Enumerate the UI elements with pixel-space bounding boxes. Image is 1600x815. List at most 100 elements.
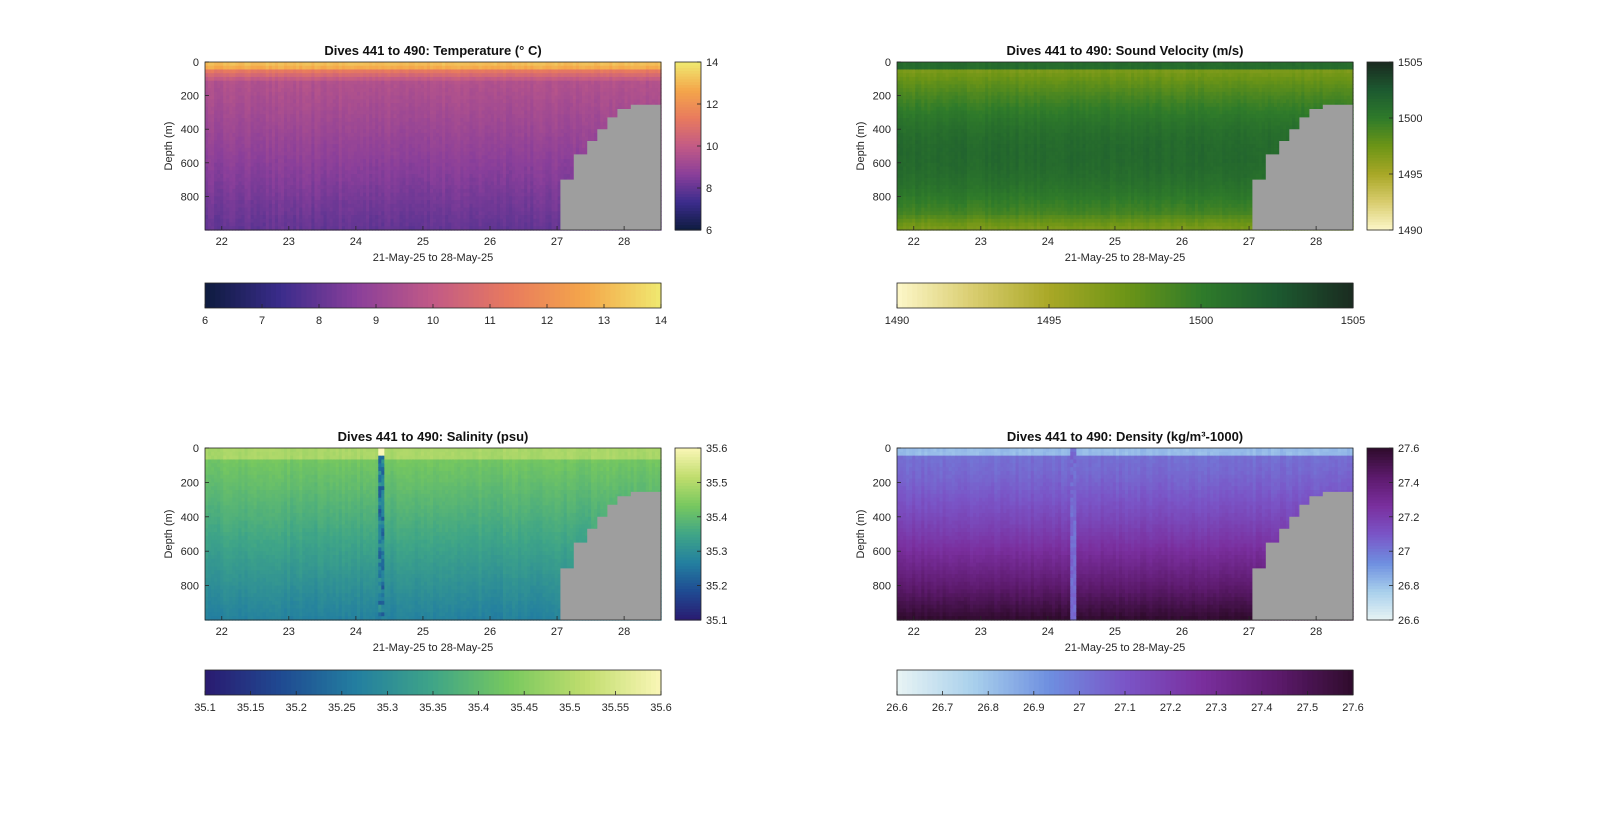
- heatmap-cell: [265, 218, 270, 224]
- heatmap-cell: [314, 69, 319, 74]
- heatmap-cell: [323, 170, 328, 175]
- heatmap-cell: [214, 106, 218, 112]
- heatmap-cell: [381, 114, 385, 119]
- heatmap-cell: [256, 106, 261, 112]
- heatmap-cell: [217, 155, 221, 160]
- heatmap-cell: [262, 114, 267, 119]
- heatmap-cell: [350, 136, 355, 141]
- heatmap-cell: [296, 192, 300, 197]
- heatmap-cell: [287, 140, 291, 145]
- heatmap-cell: [253, 151, 258, 156]
- heatmap-cell: [235, 218, 240, 224]
- heatmap-cell: [332, 218, 337, 224]
- heatmap-cell: [323, 200, 328, 205]
- heatmap-cell: [344, 129, 349, 134]
- heatmap-cell: [314, 218, 319, 224]
- heatmap-cell: [363, 103, 367, 108]
- heatmap-cell: [305, 162, 309, 168]
- heatmap-cell: [226, 207, 230, 212]
- heatmap-cell: [223, 140, 227, 145]
- heatmap-cell: [299, 118, 303, 123]
- heatmap-cell: [232, 218, 236, 224]
- heatmap-cell: [265, 174, 270, 179]
- heatmap-cell: [214, 155, 218, 160]
- heatmap-cell: [369, 203, 373, 209]
- heatmap-cell: [323, 151, 328, 156]
- heatmap-cell: [244, 188, 249, 194]
- heatmap-cell: [256, 147, 261, 153]
- heatmap-cell: [226, 73, 230, 78]
- heatmap-cell: [259, 95, 264, 100]
- heatmap-cell: [256, 226, 261, 231]
- heatmap-cell: [229, 218, 233, 224]
- heatmap-cell: [302, 200, 306, 205]
- heatmap-cell: [241, 103, 246, 108]
- heatmap-cell: [284, 125, 288, 130]
- heatmap-cell: [329, 110, 334, 115]
- heatmap-cell: [308, 166, 312, 171]
- heatmap-cell: [214, 114, 218, 119]
- heatmap-cell: [335, 174, 340, 179]
- heatmap-cell: [220, 136, 224, 141]
- heatmap-cell: [366, 95, 370, 100]
- heatmap-cell: [205, 62, 209, 67]
- heatmap-cell: [277, 106, 282, 112]
- heatmap-cell: [326, 159, 331, 164]
- heatmap-cell: [229, 99, 233, 104]
- heatmap-cell: [290, 129, 294, 134]
- heatmap-cell: [226, 226, 230, 231]
- heatmap-cell: [350, 226, 355, 231]
- heatmap-cell: [281, 76, 285, 82]
- heatmap-cell: [217, 147, 221, 153]
- heatmap-cell: [281, 129, 285, 134]
- heatmap-cell: [287, 95, 291, 100]
- heatmap-cell: [211, 106, 215, 112]
- heatmap-cell: [274, 151, 279, 156]
- heatmap-cell: [360, 103, 364, 108]
- heatmap-cell: [226, 211, 230, 216]
- heatmap-cell: [360, 166, 364, 171]
- heatmap-cell: [211, 185, 215, 190]
- heatmap-cell: [259, 110, 264, 115]
- heatmap-cell: [262, 151, 267, 156]
- heatmap-cell: [217, 136, 221, 141]
- heatmap-cell: [308, 73, 312, 78]
- heatmap-cell: [265, 162, 270, 168]
- heatmap-cell: [281, 136, 285, 141]
- heatmap-cell: [317, 147, 322, 153]
- heatmap-cell: [284, 106, 288, 112]
- heatmap-cell: [302, 88, 306, 93]
- heatmap-cell: [299, 222, 303, 227]
- heatmap-cell: [281, 162, 285, 168]
- heatmap-cell: [284, 62, 288, 67]
- heatmap-cell: [296, 177, 300, 183]
- heatmap-cell: [326, 144, 331, 149]
- heatmap-cell: [381, 95, 385, 100]
- heatmap-cell: [259, 84, 264, 89]
- heatmap-cell: [350, 76, 355, 82]
- heatmap-cell: [299, 91, 303, 97]
- heatmap-cell: [369, 215, 373, 220]
- heatmap-cell: [293, 144, 297, 149]
- heatmap-cell: [293, 166, 297, 171]
- heatmap-cell: [366, 121, 370, 127]
- heatmap-cell: [277, 226, 282, 231]
- heatmap-cell: [214, 110, 218, 115]
- heatmap-cell: [277, 121, 282, 127]
- heatmap-cell: [274, 106, 279, 112]
- heatmap-cell: [241, 222, 246, 227]
- heatmap-cell: [308, 155, 312, 160]
- heatmap-cell: [344, 159, 349, 164]
- heatmap-cell: [369, 140, 373, 145]
- heatmap-cell: [344, 76, 349, 82]
- heatmap-cell: [250, 91, 255, 97]
- heatmap-cell: [335, 80, 340, 85]
- heatmap-cell: [253, 84, 258, 89]
- heatmap-cell: [335, 99, 340, 104]
- heatmap-cell: [208, 99, 212, 104]
- heatmap-cell: [250, 200, 255, 205]
- heatmap-cell: [357, 215, 361, 220]
- heatmap-cell: [296, 185, 300, 190]
- heatmap-cell: [281, 103, 285, 108]
- heatmap-cell: [299, 73, 303, 78]
